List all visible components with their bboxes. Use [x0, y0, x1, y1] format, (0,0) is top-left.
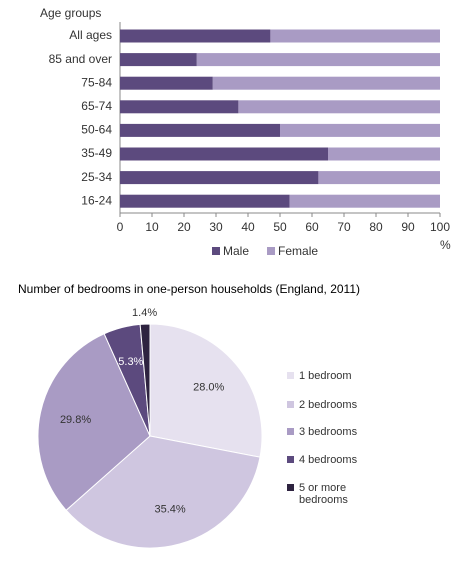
y-tick-label: 65-74	[81, 99, 112, 113]
x-tick-label: 90	[401, 220, 415, 234]
legend-swatch	[287, 372, 294, 379]
pie-slice	[65, 435, 261, 549]
bar-segment	[120, 194, 290, 208]
legend-label: 1 bedroom	[299, 370, 352, 382]
y-axis-title: Age groups	[40, 6, 101, 20]
data-label: 5.3%	[118, 356, 143, 368]
x-axis-unit: %	[440, 238, 451, 252]
bar-segment	[120, 100, 239, 114]
x-tick-label: 20	[177, 220, 191, 234]
bar-segment	[289, 194, 440, 208]
y-tick-label: 35-49	[81, 146, 112, 160]
data-label: 28.0%	[193, 381, 224, 393]
pie-slice	[37, 333, 151, 511]
x-tick-label: 60	[305, 220, 319, 234]
bar-segment	[238, 100, 440, 114]
bar-segment	[196, 53, 440, 67]
legend-label: 2 bedrooms	[299, 399, 358, 411]
bar-segment	[280, 123, 440, 137]
x-tick-label: 0	[117, 220, 124, 234]
y-tick-label: 50-64	[81, 123, 112, 137]
bar-segment	[120, 29, 271, 43]
y-tick-label: All ages	[69, 28, 112, 42]
bar-segment	[120, 123, 280, 137]
pie-title: Number of bedrooms in one-person househo…	[18, 282, 360, 296]
x-tick-label: 50	[273, 220, 287, 234]
pie-slice	[149, 323, 263, 458]
data-label: 29.8%	[60, 414, 91, 426]
x-tick-label: 40	[241, 220, 255, 234]
bar-segment	[318, 171, 440, 185]
bar-segment	[328, 147, 440, 161]
x-tick-label: 80	[369, 220, 383, 234]
legend-swatch	[212, 247, 220, 255]
data-label: 35.4%	[155, 503, 186, 515]
legend-label: Male	[223, 244, 249, 258]
y-tick-label: 85 and over	[49, 52, 112, 66]
pie-slice	[139, 323, 151, 437]
legend-swatch	[287, 456, 294, 463]
bar-segment	[120, 171, 319, 185]
bar-segment	[212, 76, 440, 90]
legend-label: 3 bedrooms	[299, 426, 358, 438]
bar-segment	[120, 147, 328, 161]
x-tick-label: 100	[430, 220, 450, 234]
legend-label: Female	[278, 244, 318, 258]
legend-swatch	[267, 247, 276, 255]
y-tick-label: 25-34	[81, 170, 112, 184]
legend-label: 4 bedrooms	[299, 454, 358, 466]
x-tick-label: 10	[145, 220, 159, 234]
legend-swatch	[287, 428, 294, 435]
legend-swatch	[287, 401, 294, 408]
y-tick-label: 16-24	[81, 193, 112, 207]
legend-swatch	[287, 484, 294, 491]
x-tick-label: 30	[209, 220, 223, 234]
x-tick-label: 70	[337, 220, 351, 234]
bar-segment	[120, 76, 213, 90]
data-label: 1.4%	[132, 307, 157, 319]
legend-label: 5 or more bedrooms	[299, 482, 348, 506]
y-tick-label: 75-84	[81, 75, 112, 89]
bar-segment	[120, 53, 197, 67]
bar-segment	[270, 29, 440, 43]
